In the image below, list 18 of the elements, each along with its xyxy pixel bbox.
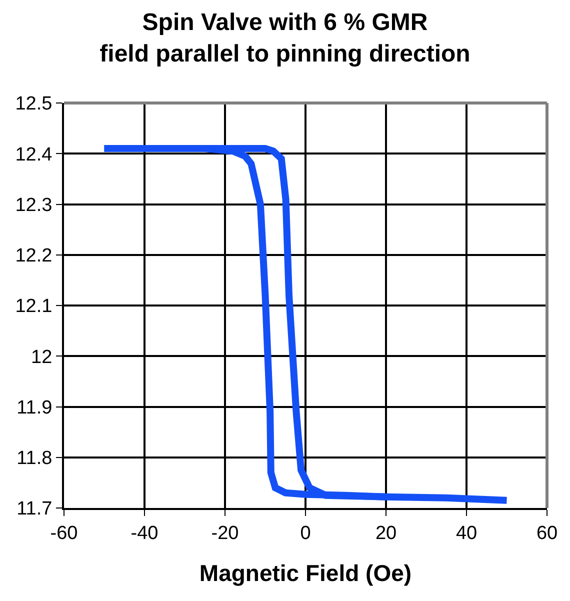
- x-tick-label: 60: [536, 522, 558, 544]
- x-tick-label: -20: [211, 522, 239, 544]
- chart-title: Spin Valve with 6 % GMR field parallel to pinning direction: [100, 9, 470, 68]
- y-tick-label: 11.8: [16, 448, 52, 470]
- y-tick-label: 12.2: [15, 246, 52, 267]
- x-tick-label: 20: [375, 522, 397, 544]
- x-axis-title: Magnetic Field (Oe): [199, 560, 412, 586]
- x-tick-label: 0: [300, 522, 311, 544]
- y-tick-label: 12: [31, 346, 52, 368]
- x-tick-label: 40: [456, 522, 478, 544]
- y-tick-label: 12.1: [15, 296, 52, 318]
- x-tick-label: -60: [50, 522, 78, 544]
- x-tick-label: -40: [130, 522, 158, 544]
- y-tick-label: 11.7: [16, 498, 52, 520]
- y-tick-label: 12.3: [15, 194, 52, 216]
- y-tick-label: 11.9: [16, 397, 52, 418]
- y-tick-label: 12.5: [15, 94, 52, 115]
- y-tick-label: 12.4: [15, 144, 53, 166]
